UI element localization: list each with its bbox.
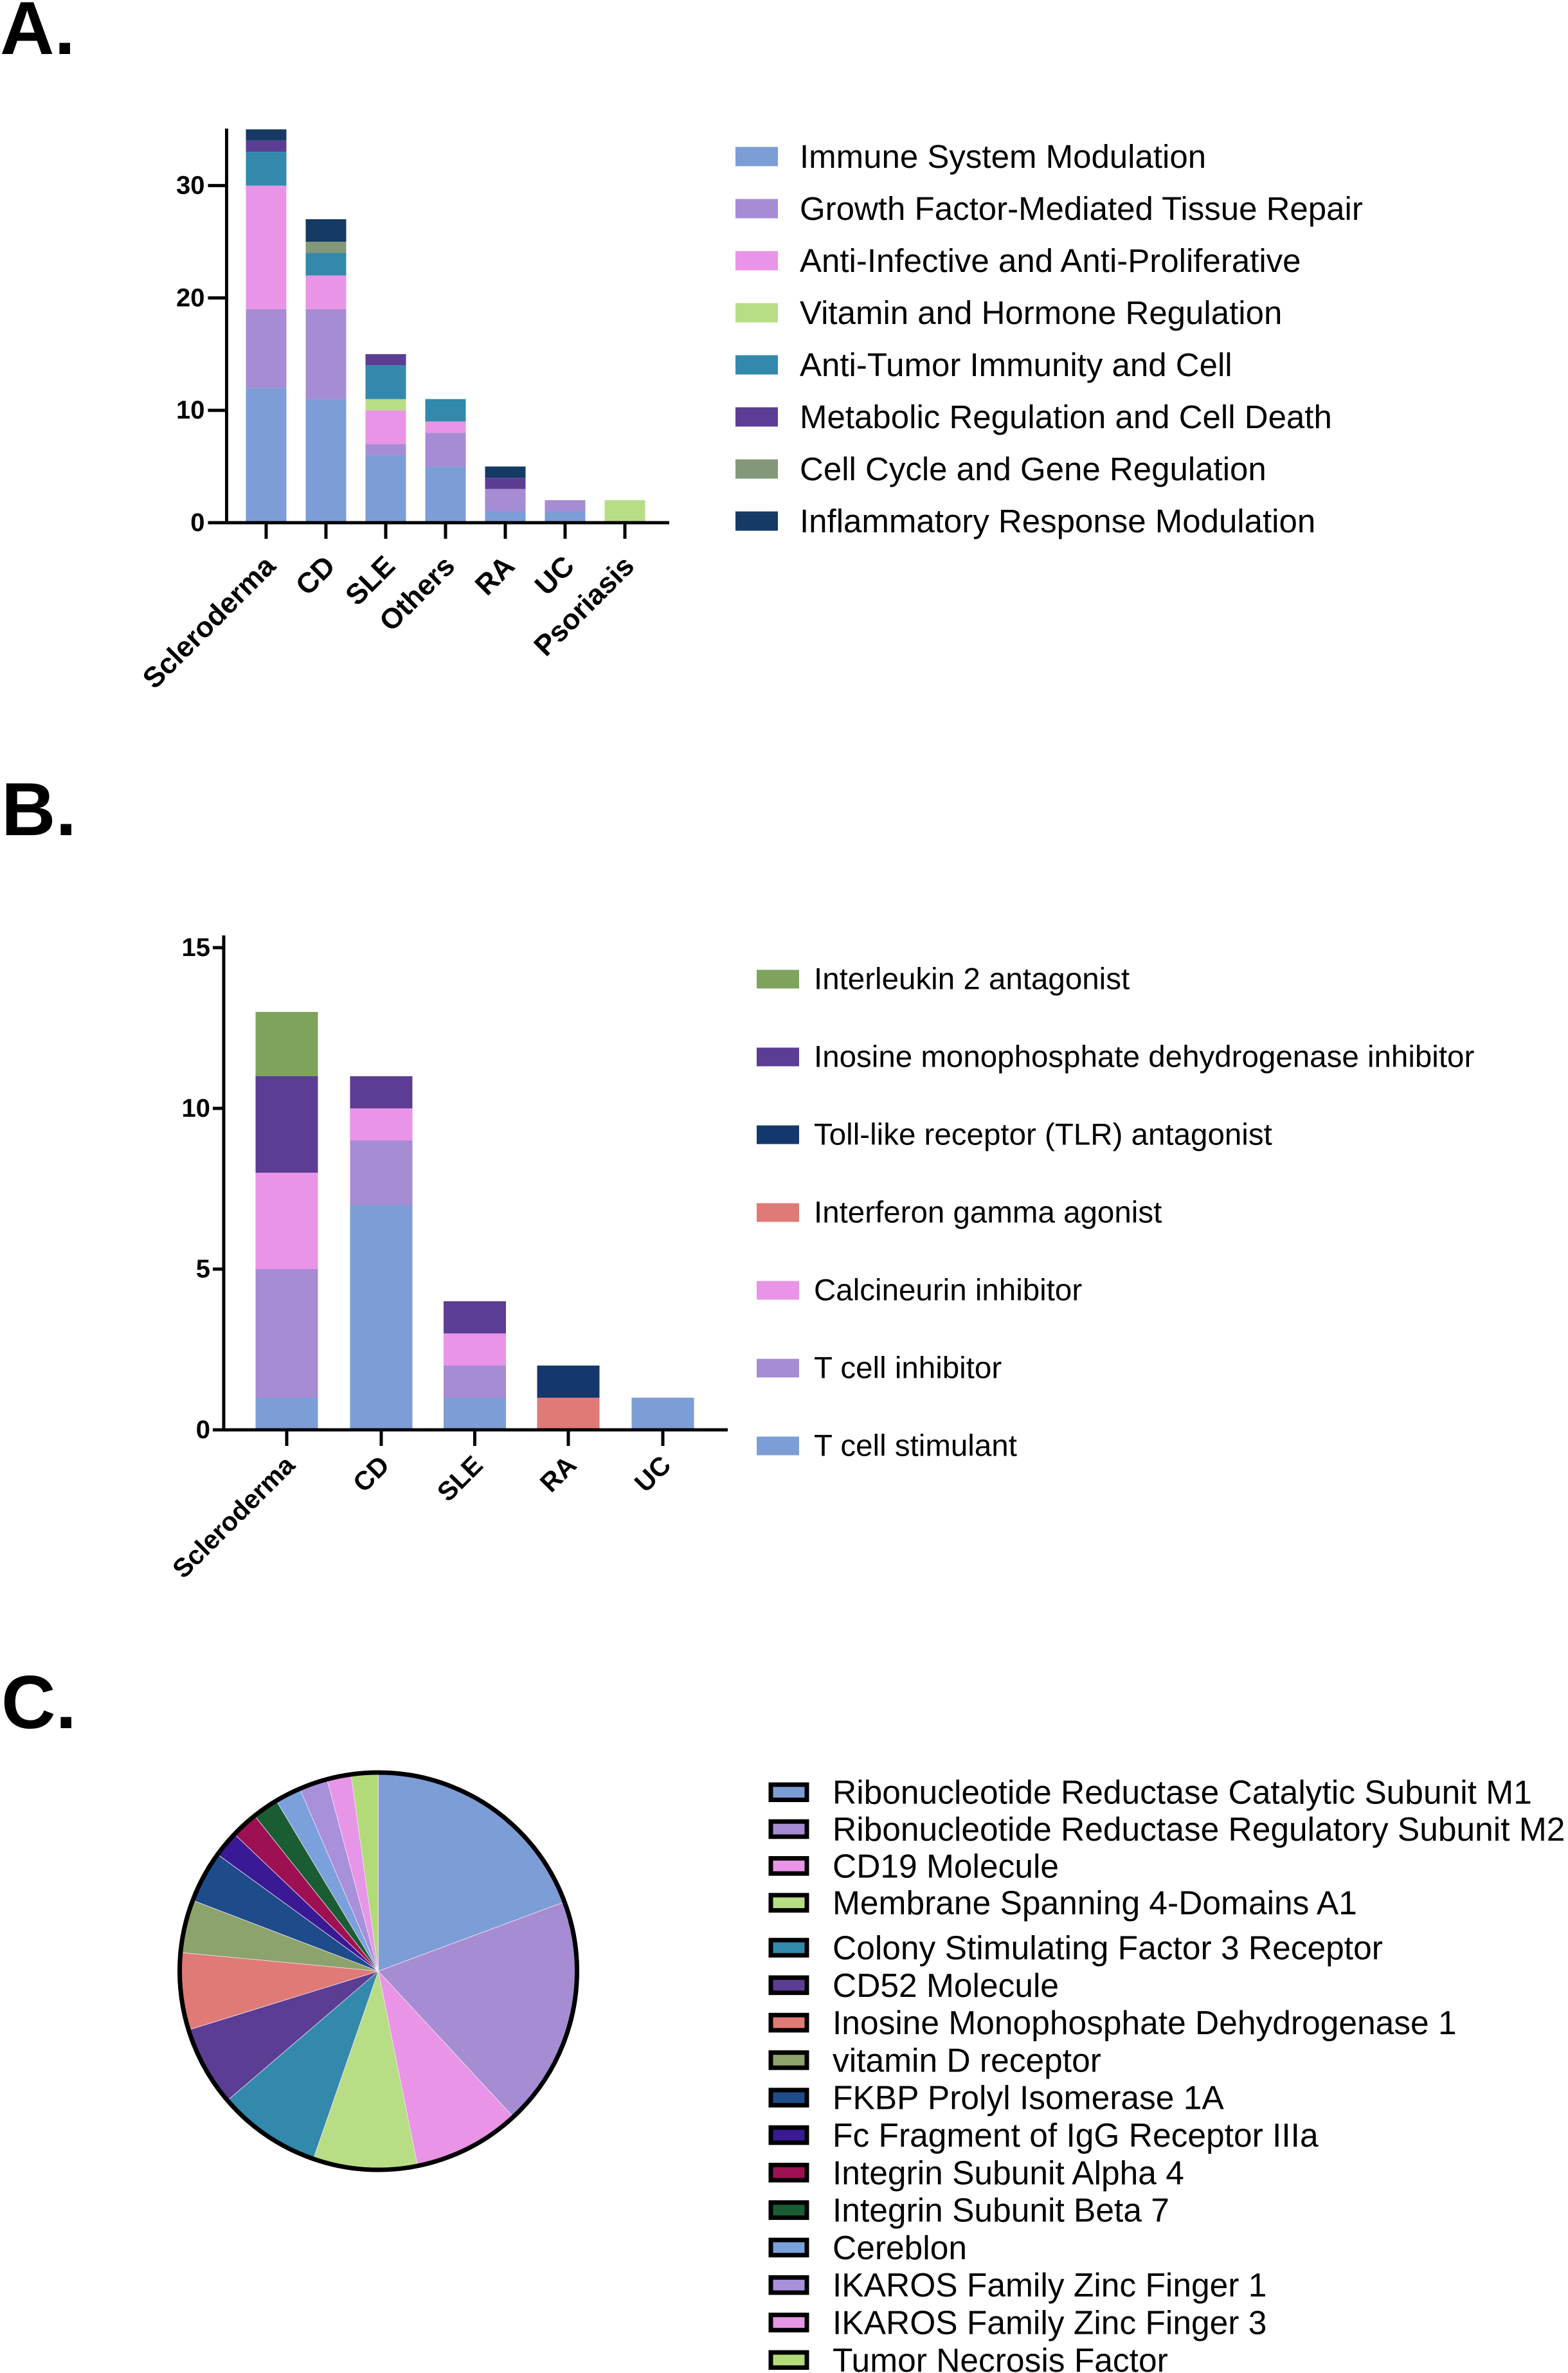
svg-text:Anti-Infective and Anti-Prolif: Anti-Infective and Anti-Proliferative [800,242,1301,279]
svg-text:Tumor Necrosis Factor: Tumor Necrosis Factor [833,2341,1168,2373]
svg-text:CD52 Molecule: CD52 Molecule [833,1967,1059,2004]
svg-text:T cell inhibitor: T cell inhibitor [814,1351,1002,1385]
svg-text:Interleukin 2 antagonist: Interleukin 2 antagonist [814,962,1130,997]
svg-text:C.: C. [1,1660,77,1744]
svg-text:10: 10 [176,396,205,424]
svg-text:FKBP Prolyl Isomerase 1A: FKBP Prolyl Isomerase 1A [833,2079,1224,2116]
svg-text:vitamin D receptor: vitamin D receptor [833,2041,1101,2079]
svg-text:IKAROS Family Zinc Finger 3: IKAROS Family Zinc Finger 3 [833,2304,1266,2341]
svg-text:Inosine monophosphate dehydrog: Inosine monophosphate dehydrogenase inhi… [814,1040,1474,1074]
svg-text:Ribonucleotide Reductase Catal: Ribonucleotide Reductase Catalytic Subun… [833,1774,1532,1811]
svg-text:Membrane Spanning 4-Domains A1: Membrane Spanning 4-Domains A1 [833,1884,1357,1922]
svg-text:Inosine Monophosphate Dehydrog: Inosine Monophosphate Dehydrogenase 1 [833,2004,1457,2041]
svg-text:0: 0 [196,1416,210,1444]
svg-text:Vitamin and Hormone Regulation: Vitamin and Hormone Regulation [800,294,1282,331]
svg-text:Anti-Tumor Immunity and Cell: Anti-Tumor Immunity and Cell [800,347,1232,383]
svg-text:15: 15 [182,934,211,962]
svg-text:Toll-like receptor (TLR) antag: Toll-like receptor (TLR) antagonist [814,1118,1272,1152]
svg-text:Interferon gamma agonist: Interferon gamma agonist [814,1196,1162,1230]
svg-text:5: 5 [196,1255,210,1283]
svg-text:Metabolic Regulation and Cell: Metabolic Regulation and Cell Death [800,399,1332,435]
svg-text:T cell stimulant: T cell stimulant [814,1429,1017,1463]
svg-text:20: 20 [176,284,205,312]
svg-text:Calcineurin inhibitor: Calcineurin inhibitor [814,1274,1082,1308]
svg-text:30: 30 [176,172,205,200]
svg-text:10: 10 [182,1094,211,1123]
svg-text:Growth Factor-Mediated Tissue: Growth Factor-Mediated Tissue Repair [800,190,1363,227]
svg-text:Ribonucleotide Reductase Regul: Ribonucleotide Reductase Regulatory Subu… [833,1810,1565,1848]
svg-text:B.: B. [1,767,77,851]
svg-text:0: 0 [190,509,204,537]
svg-text:Colony Stimulating Factor 3 Re: Colony Stimulating Factor 3 Receptor [833,1929,1383,1967]
svg-text:Cell Cycle and Gene Regulation: Cell Cycle and Gene Regulation [800,451,1266,487]
svg-text:CD19 Molecule: CD19 Molecule [833,1847,1059,1884]
svg-text:Cereblon: Cereblon [833,2229,967,2266]
svg-text:Integrin Subunit Alpha 4: Integrin Subunit Alpha 4 [833,2154,1184,2191]
svg-text:IKAROS Family Zinc Finger 1: IKAROS Family Zinc Finger 1 [833,2266,1266,2304]
svg-text:A.: A. [0,0,75,70]
svg-text:Integrin Subunit Beta 7: Integrin Subunit Beta 7 [833,2192,1169,2229]
svg-text:Inflammatory Response Modulati: Inflammatory Response Modulation [800,503,1315,539]
svg-text:Immune System Modulation: Immune System Modulation [800,138,1206,175]
svg-text:Fc Fragment of IgG Receptor II: Fc Fragment of IgG Receptor IIIa [833,2116,1319,2154]
